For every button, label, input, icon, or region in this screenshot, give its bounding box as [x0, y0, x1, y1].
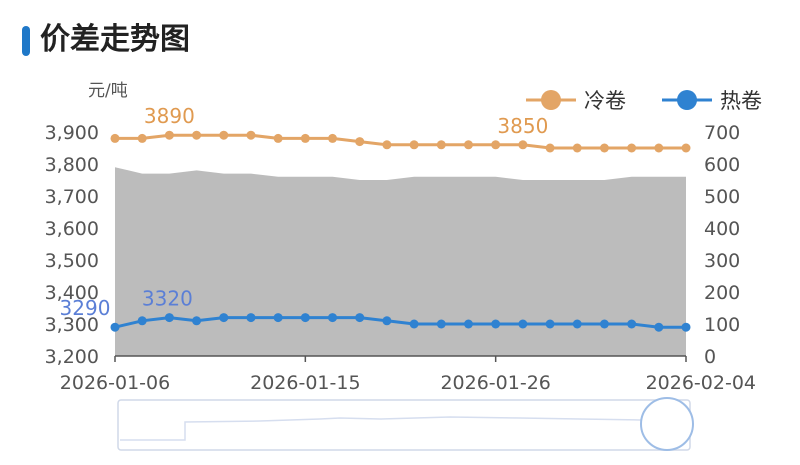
- data-point-cold[interactable]: [137, 133, 147, 143]
- line-series-hot: [114, 316, 686, 329]
- data-point-hot[interactable]: [219, 313, 229, 323]
- y-left-tick-label: 3,500: [45, 250, 99, 272]
- legend-label[interactable]: 冷卷: [584, 89, 626, 113]
- data-label: 3320: [142, 287, 193, 311]
- y-right-tick-label: 300: [704, 250, 740, 272]
- data-point-cold[interactable]: [192, 130, 202, 140]
- y-right-tick-label: 100: [704, 314, 740, 336]
- data-zoom-slider[interactable]: [117, 397, 694, 451]
- data-point-hot[interactable]: [382, 316, 392, 326]
- data-point-cold[interactable]: [436, 140, 446, 150]
- legend-marker[interactable]: [677, 90, 697, 110]
- title-accent-bar: [22, 26, 30, 56]
- y-right-tick-label: 700: [704, 122, 740, 144]
- line-series-cold: [115, 133, 686, 150]
- data-point-hot[interactable]: [273, 313, 283, 323]
- data-point-cold[interactable]: [219, 130, 229, 140]
- data-point-hot[interactable]: [463, 319, 473, 329]
- data-point-hot[interactable]: [328, 313, 338, 323]
- y-right-tick-label: 200: [704, 282, 740, 304]
- y-right-tick-label: 400: [704, 218, 740, 240]
- data-point-cold[interactable]: [545, 143, 555, 153]
- data-point-hot[interactable]: [627, 319, 637, 329]
- data-point-cold[interactable]: [328, 133, 338, 143]
- data-label: 3290: [60, 296, 111, 320]
- area-series-2: [115, 167, 686, 356]
- y-axis-label: 元/吨: [88, 81, 128, 101]
- data-point-hot[interactable]: [355, 313, 365, 323]
- zoom-slider-handle[interactable]: [640, 397, 694, 451]
- zoom-slider-track[interactable]: [117, 399, 691, 451]
- legend-marker[interactable]: [541, 90, 561, 110]
- legend-label[interactable]: 热卷: [720, 89, 762, 113]
- x-tick-label: 2026-02-04: [646, 372, 756, 394]
- x-tick-label: 2026-01-06: [60, 372, 170, 394]
- data-point-hot[interactable]: [246, 313, 256, 323]
- data-point-cold[interactable]: [355, 137, 365, 147]
- data-point-cold[interactable]: [164, 130, 174, 140]
- x-tick-label: 2026-01-26: [440, 372, 550, 394]
- data-point-cold[interactable]: [491, 140, 501, 150]
- data-point-hot[interactable]: [300, 313, 310, 323]
- zoom-slider-preview: [120, 416, 688, 441]
- data-point-cold[interactable]: [572, 143, 582, 153]
- data-point-hot[interactable]: [436, 319, 446, 329]
- data-point-hot[interactable]: [572, 319, 582, 329]
- y-left-tick-label: 3,600: [45, 218, 99, 240]
- data-point-hot[interactable]: [164, 313, 174, 323]
- y-right-tick-label: 500: [704, 186, 740, 208]
- data-point-cold[interactable]: [110, 133, 120, 143]
- x-tick-label: 2026-01-15: [250, 372, 360, 394]
- data-point-cold[interactable]: [599, 143, 609, 153]
- legend: 冷卷 热卷: [526, 89, 762, 113]
- y-left-tick-label: 3,900: [45, 122, 99, 144]
- data-point-hot[interactable]: [545, 319, 555, 329]
- y-left-tick-label: 3,700: [45, 186, 99, 208]
- data-point-hot[interactable]: [192, 316, 202, 326]
- data-point-cold[interactable]: [409, 140, 419, 150]
- y-right-tick-label: 600: [704, 154, 740, 176]
- data-point-hot[interactable]: [110, 322, 120, 332]
- y-left-tick-label: 3,200: [45, 346, 99, 368]
- data-point-cold[interactable]: [246, 130, 256, 140]
- page-title: 价差走势图: [40, 22, 190, 57]
- data-label: 3850: [497, 114, 548, 138]
- data-point-hot[interactable]: [518, 319, 528, 329]
- data-point-cold[interactable]: [518, 140, 528, 150]
- data-point-hot[interactable]: [491, 319, 501, 329]
- y-left-tick-label: 3,400: [45, 282, 99, 304]
- y-left-tick-label: 3,800: [45, 154, 99, 176]
- y-right-tick-label: 0: [704, 346, 716, 368]
- data-point-cold[interactable]: [382, 140, 392, 150]
- data-point-cold[interactable]: [463, 140, 473, 150]
- data-point-hot[interactable]: [599, 319, 609, 329]
- data-point-hot[interactable]: [137, 316, 147, 326]
- data-point-hot[interactable]: [654, 322, 664, 332]
- data-point-hot[interactable]: [409, 319, 419, 329]
- data-label: 3890: [144, 104, 195, 128]
- data-point-cold[interactable]: [627, 143, 637, 153]
- data-point-cold[interactable]: [273, 133, 283, 143]
- data-point-hot[interactable]: [681, 322, 691, 332]
- data-point-cold[interactable]: [300, 133, 310, 143]
- data-point-cold[interactable]: [681, 143, 691, 153]
- y-left-tick-label: 3,300: [45, 314, 99, 336]
- data-point-cold[interactable]: [654, 143, 664, 153]
